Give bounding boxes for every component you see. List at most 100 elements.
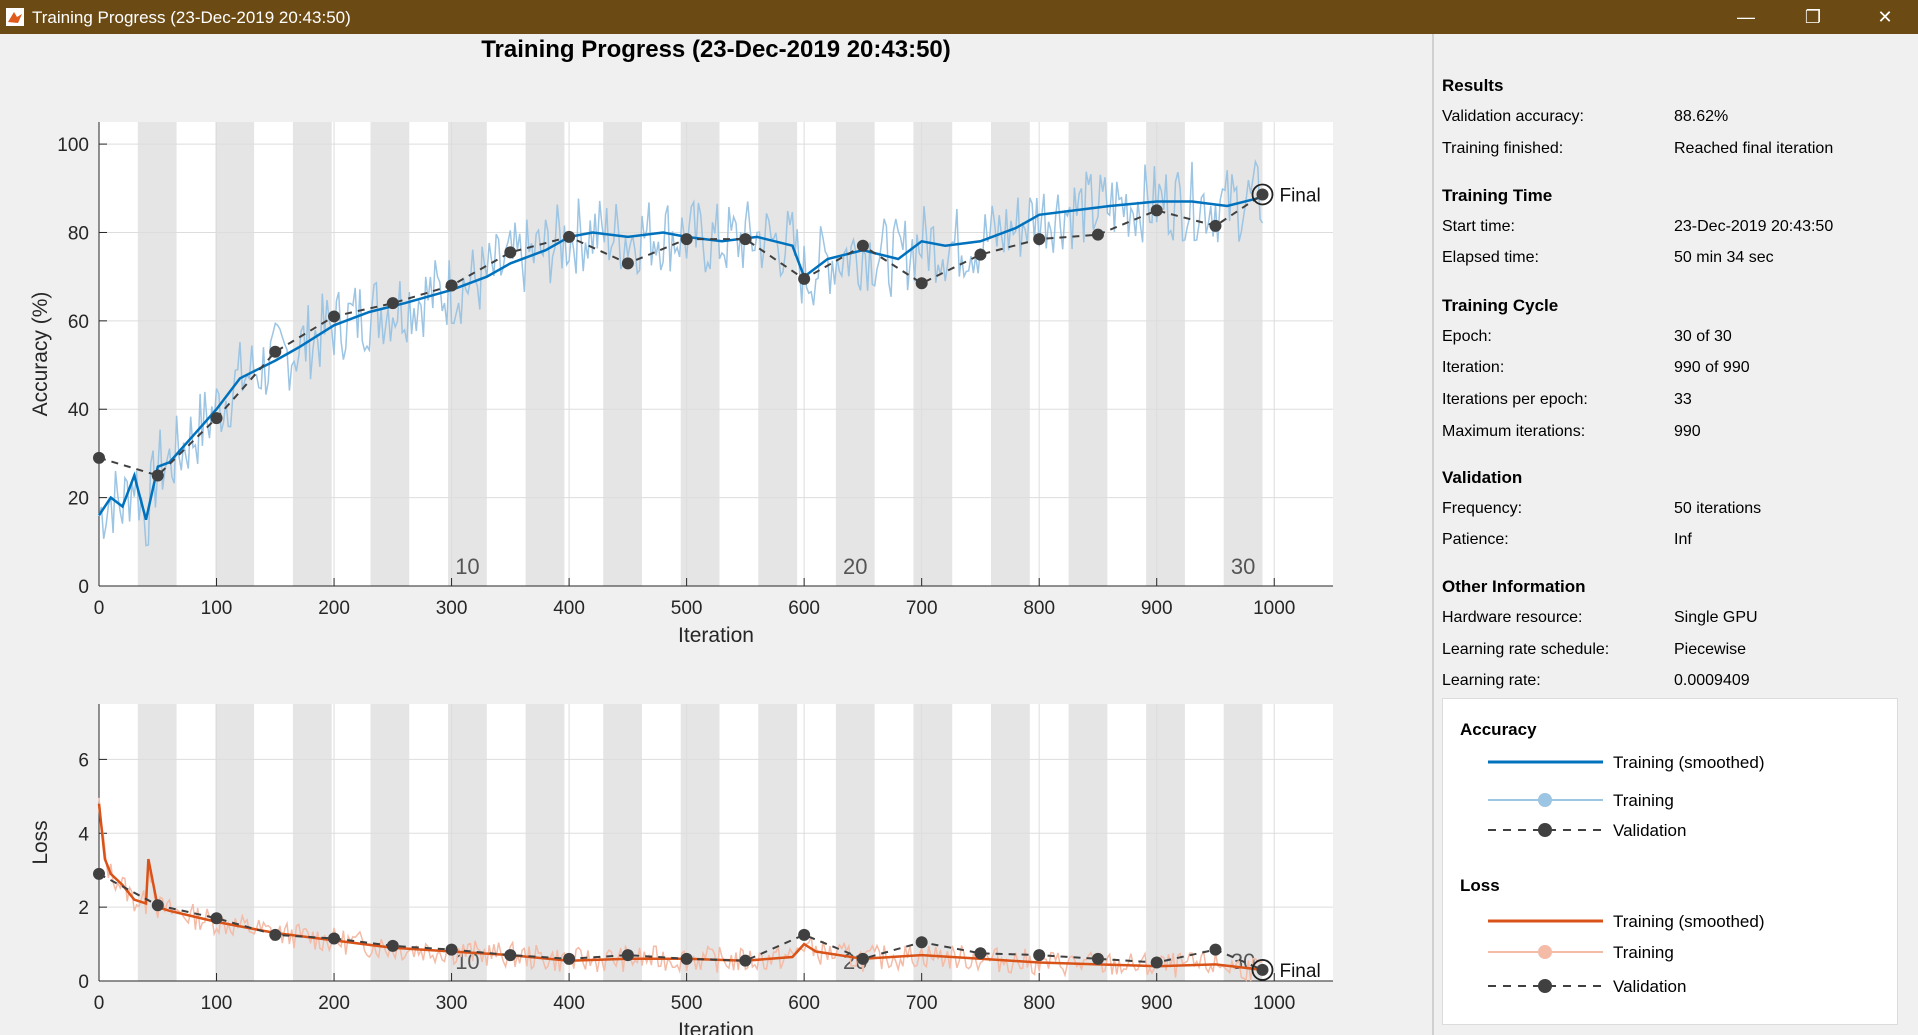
loss-epoch-band [1223,704,1263,981]
loss-validation-point [798,928,811,941]
loss-validation-point [210,912,223,925]
validation-accuracy-label: Validation accuracy: [1442,108,1584,125]
acc-x-tick-label: 700 [906,598,938,619]
acc-validation-point [504,246,517,259]
loss-x-tick-label: 500 [671,993,703,1014]
acc-x-tick-label: 1000 [1253,598,1295,619]
loss-validation-point [1150,956,1163,969]
legend-acc-smoothed-swatch [1488,760,1603,764]
training-finished-label: Training finished: [1442,140,1564,157]
loss-chart: 0 100 200 300 400 500 600 700 800 900 1000 0 2 4 6 Iter… [29,704,1333,1035]
acc-validation-point [563,230,576,243]
charts-canvas: 0 100 200 300 400 500 600 700 800 900 100002040608… [29,122,1333,1035]
loss-epoch-band [758,704,798,981]
acc-x-tick-label: 900 [1141,598,1173,619]
panel-divider[interactable] [1432,34,1434,1035]
loss-validation-point [269,928,282,941]
loss-epoch-band [215,704,255,981]
acc-y-tick-label: 0 [78,577,89,598]
loss-epoch-band [525,704,565,981]
restore-button[interactable]: ❐ [1804,7,1822,27]
loss-y-axis-label: Loss [29,820,52,864]
loss-y-tick-label: 2 [78,898,89,919]
acc-validation-point [856,239,869,252]
loss-validation-point [974,947,987,960]
close-button[interactable]: ✕ [1877,7,1893,27]
legend-acc-smoothed-label: Training (smoothed) [1613,753,1765,772]
loss-validation-point [93,867,105,880]
loss-x-tick-label: 900 [1141,993,1173,1014]
loss-x-tick-label: 700 [906,993,938,1014]
loss-epoch-band [137,704,177,981]
loss-final-marker [1251,959,1274,981]
loss-x-tick-label: 0 [94,993,105,1014]
legend-loss-smoothed-swatch [1488,919,1603,923]
window-title: Training Progress (23-Dec-2019 20:43:50) [32,8,351,27]
acc-x-tick-label: 600 [788,598,820,619]
elapsed-time-label: Elapsed time: [1442,249,1539,266]
acc-x-tick-label: 300 [436,598,468,619]
loss-x-tick-label: 600 [788,993,820,1014]
loss-validation-point [1091,952,1104,965]
acc-validation-point [974,248,987,261]
acc-x-tick-label: 200 [318,598,350,619]
acc-validation-point [386,297,399,310]
learning-rate-schedule-label: Learning rate schedule: [1442,641,1610,658]
learning-rate-value: 0.0009409 [1674,672,1750,689]
acc-epoch-band [758,122,798,586]
loss-validation-point [328,932,341,945]
acc-x-axis-label: Iteration [678,624,754,647]
acc-x-tick-label: 100 [201,598,233,619]
loss-epoch-band [1068,704,1108,981]
legend-accuracy-heading: Accuracy [1460,720,1537,739]
loss-y-tick-label: 4 [78,824,89,845]
training-time-heading: Training Time [1442,186,1553,205]
legend-loss-heading: Loss [1460,876,1500,895]
acc-validation-point [269,345,282,358]
loss-epoch-band [370,704,410,981]
loss-validation-point [1256,963,1269,976]
loss-validation-point [680,952,693,965]
acc-epoch-band [370,122,410,586]
iteration-label: Iteration: [1442,359,1505,376]
figure-title: Training Progress (23-Dec-2019 20:43:50) [481,36,951,63]
acc-validation-point [1209,219,1222,232]
acc-epoch-band [680,122,720,586]
acc-validation-point [445,279,458,292]
acc-epoch-band [215,122,255,586]
acc-epoch-band [448,122,487,586]
loss-training-raw-line [98,797,1263,982]
acc-x-tick-label: 800 [1023,598,1055,619]
learning-rate-schedule-value: Piecewise [1674,641,1747,658]
loss-validation-point [915,936,928,949]
loss-y-tick-label: 6 [78,750,89,771]
legend-acc-training-swatch [1488,793,1603,807]
acc-y-tick-label: 100 [57,135,89,156]
acc-epoch-label: 30 [1231,554,1255,579]
acc-y-tick-label: 40 [68,400,89,421]
acc-y-tick-label: 60 [68,312,89,333]
validation-accuracy-value: 88.62% [1674,108,1729,125]
acc-validation-point [151,469,164,482]
acc-epoch-band [603,122,642,586]
loss-x-tick-label: 300 [436,993,468,1014]
loss-epoch-band [913,704,953,981]
minimize-button[interactable]: — [1737,7,1755,27]
legend-loss-validation-swatch [1488,979,1603,993]
loss-y-tick-label: 0 [78,972,89,993]
acc-validation-point [1150,204,1163,217]
acc-y-tick-label: 20 [68,489,89,510]
epoch-value: 30 of 30 [1674,328,1732,345]
patience-label: Patience: [1442,531,1509,548]
loss-validation-point [1209,943,1222,956]
acc-validation-point [739,233,752,246]
loss-x-tick-label: 400 [553,993,585,1014]
acc-validation-point [210,412,223,425]
acc-validation-point [93,451,105,464]
loss-validation-point [151,899,164,912]
start-time-label: Start time: [1442,218,1515,235]
learning-rate-label: Learning rate: [1442,672,1541,689]
loss-final-label: Final [1279,961,1320,982]
loss-x-tick-label: 100 [201,993,233,1014]
accuracy-chart: 0 100 200 300 400 500 600 700 800 900 1000 0 20 40 60 8… [29,122,1333,647]
